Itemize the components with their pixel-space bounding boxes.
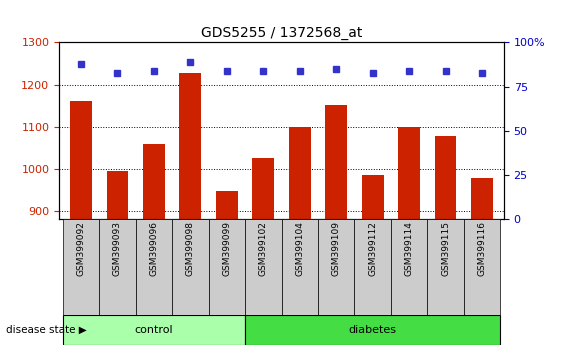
Text: control: control [135,325,173,335]
Bar [62,219,99,315]
Text: diabetes: diabetes [348,325,397,335]
Bar [252,158,274,219]
Text: GSM399115: GSM399115 [441,221,450,276]
Bar [427,219,464,315]
Bar [325,105,347,219]
Text: GSM399102: GSM399102 [259,221,268,276]
Bar [391,219,427,315]
Bar [282,219,318,315]
Bar [70,102,92,219]
Bar [398,127,420,219]
Bar [355,219,391,315]
Bar [216,191,238,219]
Bar [180,73,202,219]
Text: disease state ▶: disease state ▶ [6,325,86,335]
Bar [245,315,501,345]
Bar [136,219,172,315]
Bar [245,219,282,315]
Bar [62,315,245,345]
Title: GDS5255 / 1372568_at: GDS5255 / 1372568_at [201,26,362,40]
Text: GSM399092: GSM399092 [77,221,86,276]
Text: GSM399112: GSM399112 [368,221,377,276]
Bar [361,175,383,219]
Text: GSM399098: GSM399098 [186,221,195,276]
Bar [99,219,136,315]
Text: GSM399116: GSM399116 [477,221,486,276]
Text: GSM399114: GSM399114 [405,221,414,276]
Text: GSM399096: GSM399096 [149,221,158,276]
Bar [106,171,128,219]
Bar [318,219,355,315]
Bar [208,219,245,315]
Bar [172,219,208,315]
Bar [143,144,165,219]
Bar [435,136,457,219]
Bar [464,219,501,315]
Text: GSM399099: GSM399099 [222,221,231,276]
Text: GSM399104: GSM399104 [295,221,304,276]
Bar [471,178,493,219]
Text: GSM399109: GSM399109 [332,221,341,276]
Text: GSM399093: GSM399093 [113,221,122,276]
Bar [289,127,311,219]
